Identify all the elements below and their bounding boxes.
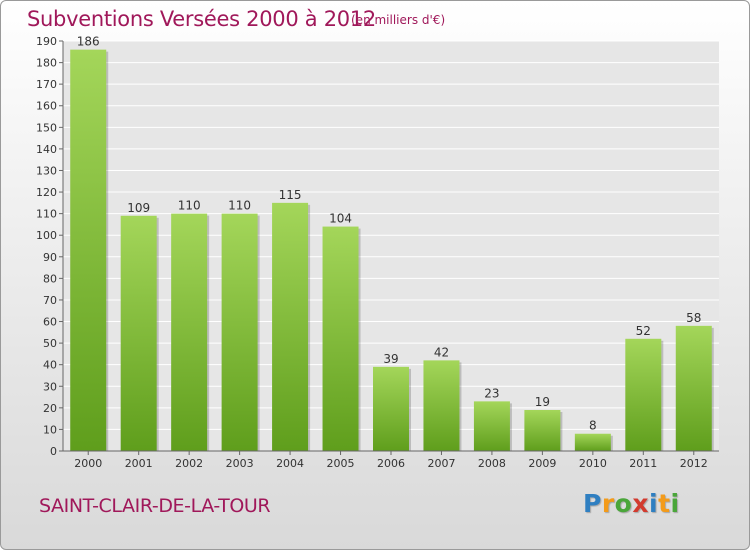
brand-logo: Proxiti: [583, 489, 680, 518]
x-tick-label: 2012: [680, 457, 708, 470]
bar-value-label: 109: [127, 201, 150, 215]
bar: [221, 213, 258, 451]
y-tick-label: 60: [43, 316, 57, 329]
x-tick-label: 2004: [276, 457, 304, 470]
chart-subtitle: (en milliers d'€): [351, 13, 446, 27]
bar: [473, 401, 510, 451]
x-tick-label: 2001: [125, 457, 153, 470]
y-tick-label: 180: [36, 57, 57, 70]
y-tick-label: 130: [36, 164, 57, 177]
bar-value-label: 42: [434, 345, 449, 359]
bar: [524, 410, 561, 451]
x-tick-label: 2011: [629, 457, 657, 470]
x-tick-label: 2003: [226, 457, 254, 470]
y-tick-label: 90: [43, 251, 57, 264]
y-tick-label: 140: [36, 143, 57, 156]
commune-name: SAINT-CLAIR-DE-LA-TOUR: [39, 495, 271, 517]
bar: [272, 202, 309, 451]
brand-letter: o: [614, 489, 633, 518]
y-tick-label: 50: [43, 337, 57, 350]
bar-value-label: 104: [329, 212, 352, 226]
y-tick-label: 170: [36, 78, 57, 91]
axes: 0 10 20 30 40 50 60 70 80 90 100 110 120 130 140 150 160…: [36, 35, 719, 470]
bar: [70, 49, 107, 451]
y-tick-label: 10: [43, 423, 57, 436]
bar: [171, 213, 208, 451]
x-tick-label: 2000: [74, 457, 102, 470]
x-tick-label: 2006: [377, 457, 405, 470]
y-tick-label: 0: [50, 445, 57, 458]
y-tick-label: 80: [43, 272, 57, 285]
y-tick-label: 110: [36, 208, 57, 221]
y-tick-label: 20: [43, 402, 57, 415]
x-tick-label: 2009: [528, 457, 556, 470]
bar-value-label: 186: [77, 35, 100, 49]
bar: [120, 215, 157, 451]
bar: [322, 226, 359, 451]
y-tick-label: 150: [36, 121, 57, 134]
bar: [675, 325, 712, 451]
bar: [373, 366, 409, 451]
x-tick-label: 2007: [427, 457, 455, 470]
brand-letter: P: [583, 489, 602, 518]
bar: [574, 433, 611, 451]
y-tick-label: 30: [43, 380, 57, 393]
bar-value-label: 19: [535, 395, 550, 409]
y-tick-label: 190: [36, 35, 57, 48]
bar-value-label: 110: [228, 199, 251, 213]
y-tick-label: 120: [36, 186, 57, 199]
bar-value-label: 52: [636, 324, 651, 338]
brand-letter: i: [670, 489, 680, 518]
y-tick-label: 160: [36, 100, 57, 113]
bar-value-label: 39: [383, 352, 398, 366]
y-tick-label: 40: [43, 359, 57, 372]
chart-title: Subventions Versées 2000 à 2012: [27, 7, 376, 31]
bar-value-label: 110: [178, 199, 201, 213]
brand-letter: i: [649, 489, 659, 518]
bar-value-label: 8: [589, 419, 597, 433]
x-tick-label: 2002: [175, 457, 203, 470]
x-tick-label: 2010: [579, 457, 607, 470]
brand-letter: x: [632, 489, 649, 518]
x-tick-label: 2008: [478, 457, 506, 470]
bar-value-label: 115: [279, 188, 302, 202]
bar: [423, 360, 460, 451]
brand-letter: t: [658, 489, 671, 518]
bar: [625, 338, 662, 451]
bar-value-label: 23: [484, 386, 499, 400]
x-tick-label: 2005: [327, 457, 355, 470]
y-tick-label: 70: [43, 294, 57, 307]
brand-letter: r: [601, 489, 615, 518]
bars: 186 109 110 110 115 104 39 42 23 19 8 52 58: [70, 35, 714, 451]
bar-value-label: 58: [686, 311, 701, 325]
y-tick-label: 100: [36, 229, 57, 242]
